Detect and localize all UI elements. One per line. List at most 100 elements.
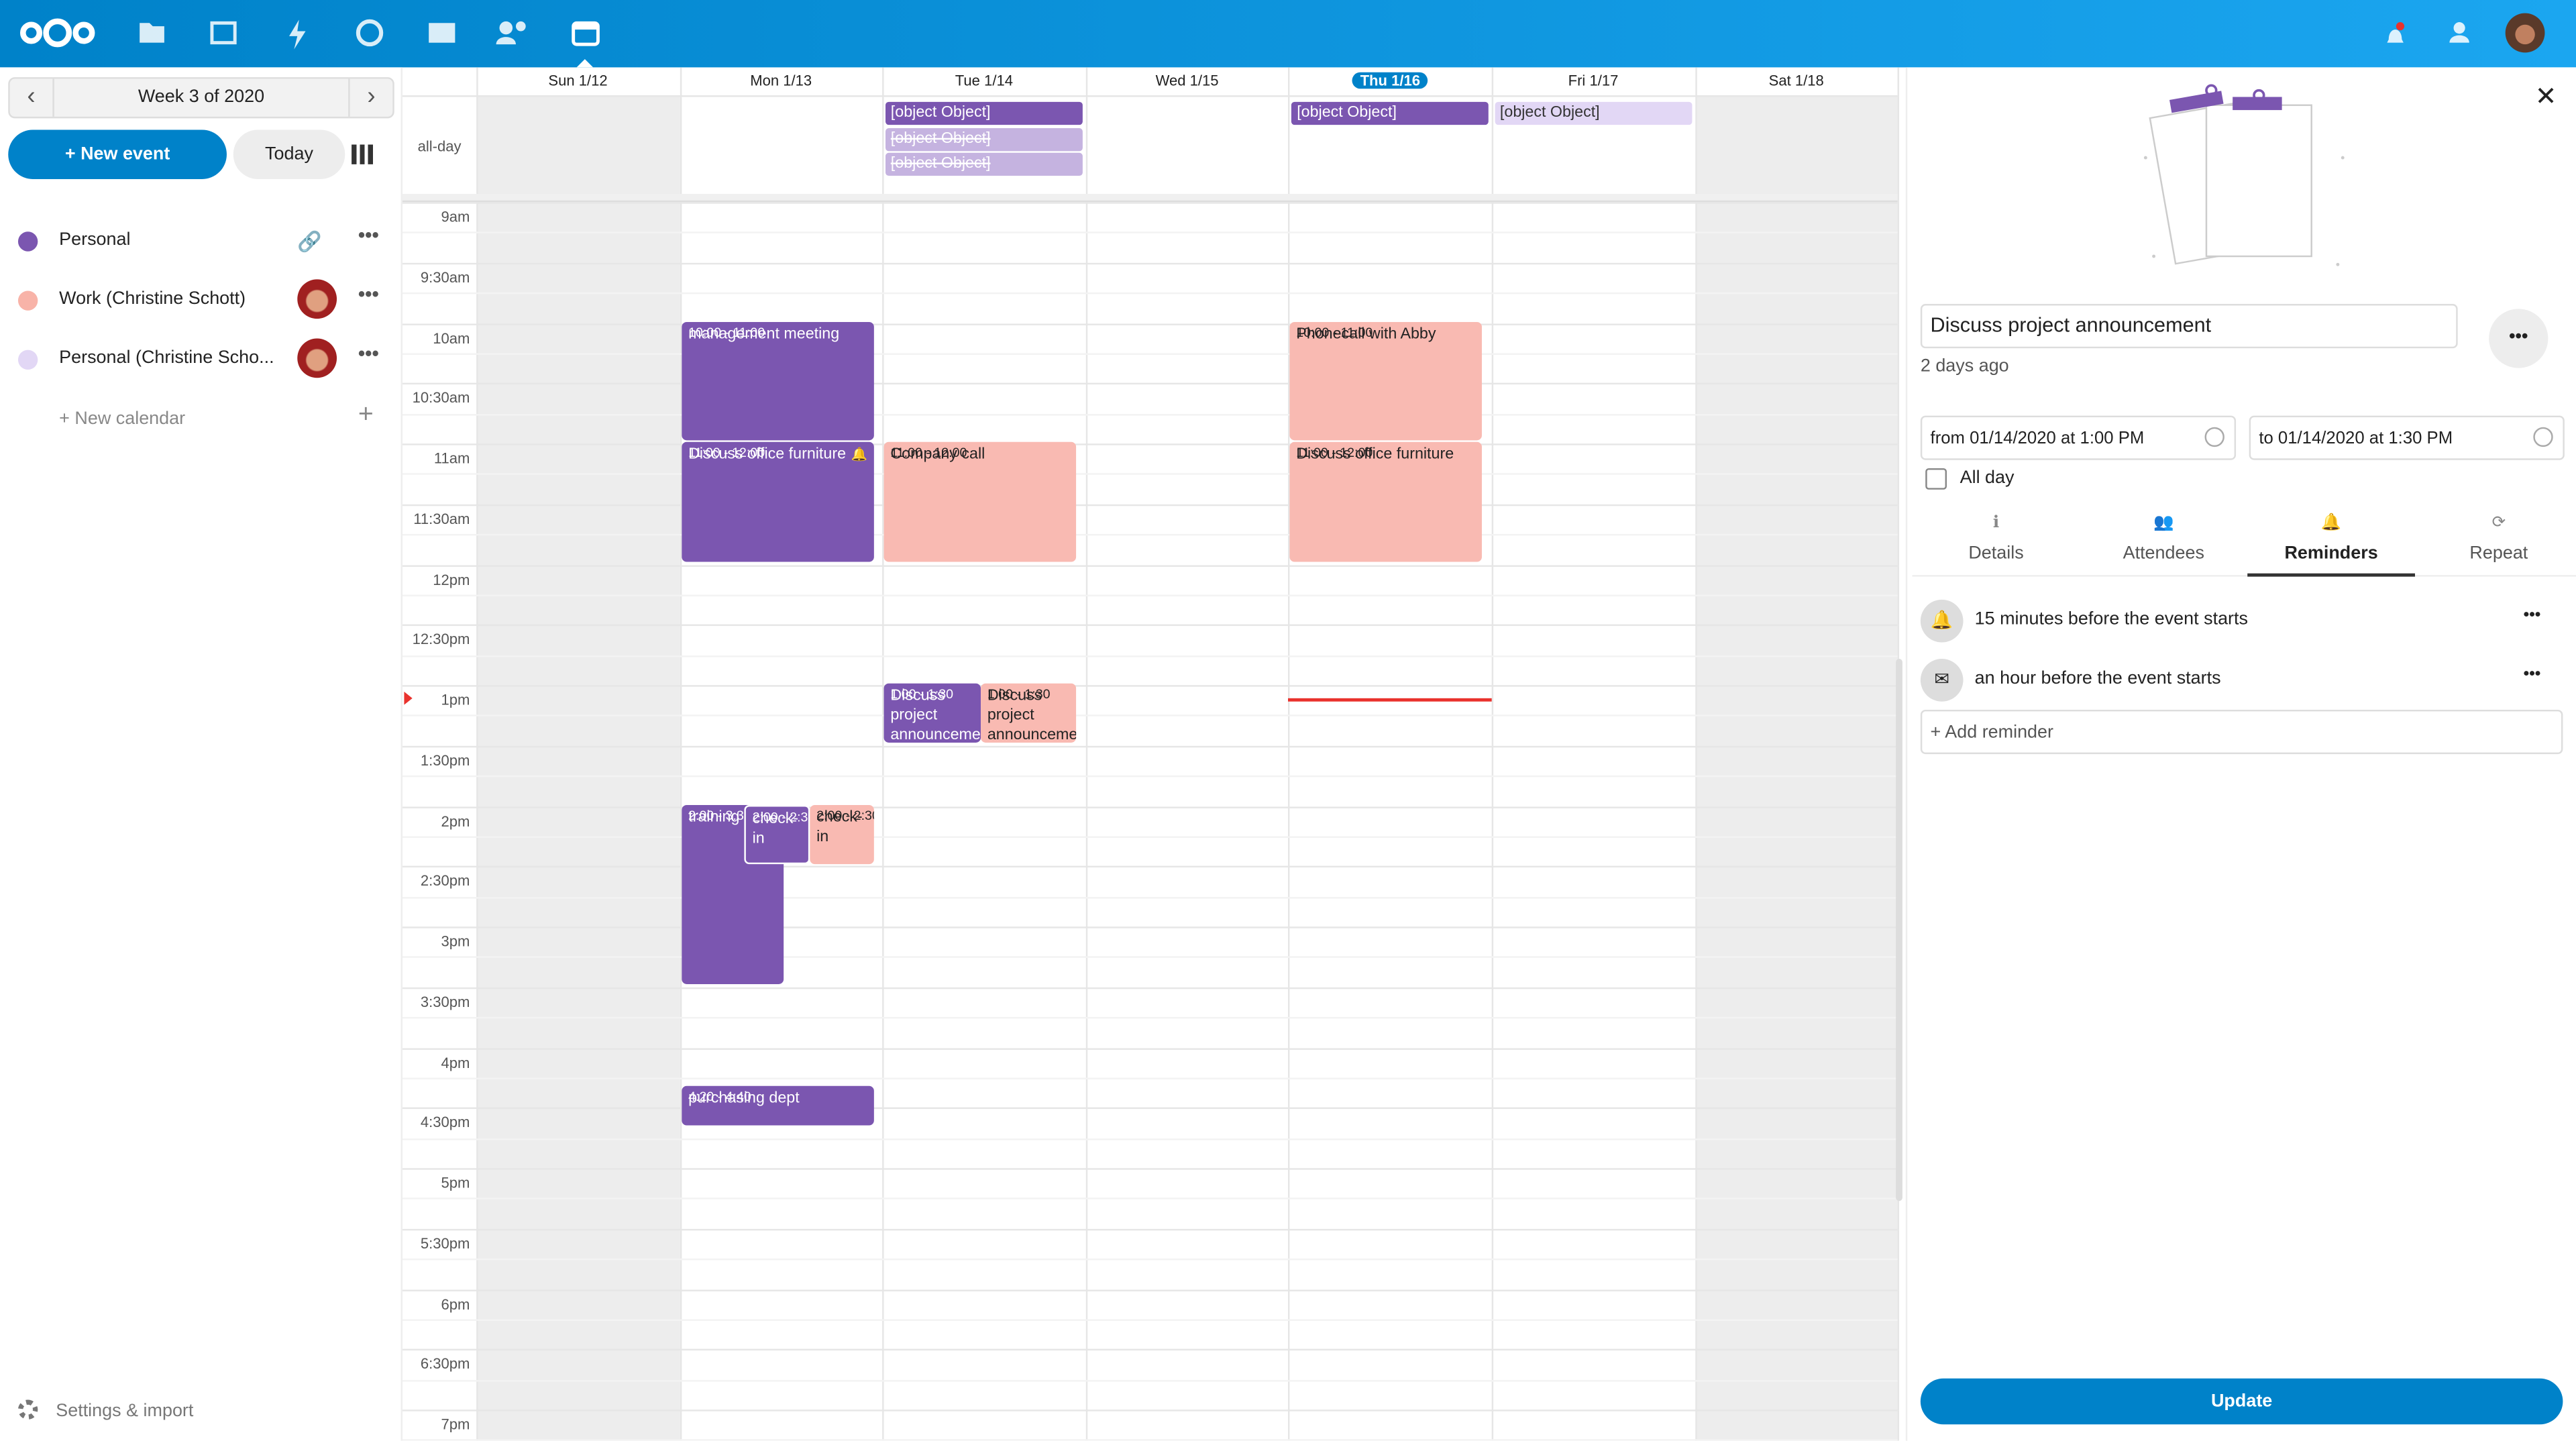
tab-label: Details (1968, 543, 2024, 564)
time-label: 3:30pm (420, 994, 470, 1010)
time-label: 6pm (441, 1295, 470, 1312)
all-day-event[interactable]: [object Object] (1291, 101, 1489, 125)
event[interactable]: 2:00 - 2:30 check-in (744, 805, 810, 865)
calendar-actions[interactable]: ••• (358, 223, 379, 247)
reminder-icon: ✉ (1920, 659, 1964, 702)
event-title: training (688, 808, 740, 826)
all-day-separator (402, 193, 1898, 203)
time-label: 9am (441, 209, 470, 225)
column-line (679, 67, 682, 1441)
column-line (476, 67, 478, 1441)
event[interactable]: 11:00 - 12:00 Discuss office furniture (1289, 441, 1482, 562)
calendar-name[interactable]: Work (Christine Schott) (59, 289, 246, 309)
grid-line (402, 383, 1898, 385)
view-toggle[interactable] (352, 144, 375, 164)
reminder-icon: 🔔 (1920, 599, 1964, 643)
calendar-dot (17, 290, 38, 311)
calendar-actions[interactable]: ••• (358, 282, 379, 306)
event[interactable]: 11:00 - 12:00 Company call (883, 441, 1077, 562)
today-button[interactable]: Today (233, 129, 345, 179)
event[interactable]: 2:00 - 2:30 check-in (810, 805, 874, 865)
grid-line (402, 1409, 1898, 1411)
update-button[interactable]: Update (1920, 1378, 2563, 1425)
grid-line (402, 413, 1898, 415)
time-label: 3pm (441, 933, 470, 950)
event[interactable]: 4:20 - 4:40 purchasing dept (682, 1085, 874, 1126)
event[interactable]: 10:00 - 11:00 Phonecall with Abby (1289, 322, 1482, 441)
share-link[interactable]: 🔗 (297, 229, 322, 254)
all-day-event[interactable]: [object Object] (885, 101, 1083, 125)
event-title: purchasing dept (688, 1089, 800, 1108)
event-time: 2:00 - 2:30 (816, 808, 874, 823)
tab-label: Attendees (2123, 543, 2204, 564)
grid-line (402, 987, 1898, 989)
calendar-actions[interactable]: ••• (358, 341, 379, 365)
day-header: Thu 1/16 (1289, 70, 1492, 90)
previous-week[interactable]: ‹ (10, 78, 54, 117)
title-input[interactable]: Discuss project announcement (1920, 304, 2458, 349)
new-event-button[interactable]: + New event (8, 129, 227, 179)
week-navigator: ‹ › Week 3 of 2020 (8, 77, 394, 119)
grid-line (402, 1228, 1898, 1230)
add-calendar[interactable]: + (358, 401, 374, 429)
event-time: 11:00 - 12:00 (688, 445, 765, 460)
grid-line (402, 504, 1898, 506)
tab[interactable]: 🔔 Reminders (2247, 511, 2415, 577)
tab-label: Reminders (2284, 543, 2378, 564)
date-input[interactable]: from 01/14/2020 at 1:00 PM (1920, 415, 2237, 460)
event-title: check-in (816, 808, 863, 847)
event-time: 1:00 - 1:30 (987, 686, 1051, 702)
new-calendar[interactable]: + New calendar (59, 409, 186, 429)
reminder-actions[interactable]: ••• (2523, 665, 2541, 684)
settings-link[interactable]: Settings & import (56, 1401, 194, 1422)
now-line (1288, 698, 1492, 701)
calendar-name[interactable]: Personal (59, 229, 131, 250)
time-label: 12pm (433, 571, 470, 588)
all-day-event[interactable]: [object Object] (885, 128, 1083, 152)
grid-line (402, 202, 1898, 204)
event-time: 1:00 - 1:30 (890, 686, 954, 702)
column-line (1288, 67, 1291, 1441)
timezone-icon (2533, 427, 2553, 447)
column-line (1085, 67, 1087, 1441)
add-reminder[interactable]: + Add reminder (1920, 709, 2563, 755)
event[interactable]: 10:00 - 11:00 management meeting (682, 322, 874, 441)
grid-line (402, 1138, 1898, 1140)
event[interactable]: 11:00 - 12:00 Discuss office furniture 🔔 (682, 441, 874, 562)
grid-line (402, 1077, 1898, 1079)
more-button[interactable]: ••• (2489, 309, 2548, 368)
tab-icon: 👥 (2153, 514, 2174, 533)
event-time: 2:00 - 3:30 (688, 808, 751, 823)
grid-line (402, 443, 1898, 445)
all-day-checkbox[interactable] (1925, 468, 1947, 490)
grid-line (402, 1349, 1898, 1351)
event-time: 4:20 - 4:40 (688, 1089, 751, 1104)
calendar-dot (17, 350, 38, 370)
week-label: Week 3 of 2020 (138, 87, 265, 107)
time-label: 10am (433, 329, 470, 346)
tab-icon: ℹ (1992, 514, 2000, 533)
day-header: Fri 1/17 (1492, 70, 1695, 90)
grid-line (402, 625, 1898, 627)
grid-line (402, 564, 1898, 566)
grid-line (402, 1379, 1898, 1381)
time-label: 1:30pm (420, 752, 470, 769)
all-day-event[interactable]: [object Object] (885, 152, 1083, 176)
calendar-name[interactable]: Personal (Christine Scho... (59, 348, 274, 368)
close-button[interactable]: ✕ (2534, 83, 2557, 112)
grid-line (402, 655, 1898, 657)
next-week[interactable]: › (348, 78, 392, 117)
tab[interactable]: ℹ Details (1912, 511, 2080, 577)
tab[interactable]: ⟳ Repeat (2415, 511, 2576, 577)
all-day-event[interactable]: [object Object] (1495, 101, 1692, 125)
owner-avatar (297, 338, 337, 378)
day-label: Thu 1/16 (1352, 72, 1429, 89)
grid-line (402, 776, 1898, 778)
time-label: 5pm (441, 1175, 470, 1191)
event-time: 11:00 - 12:00 (1296, 445, 1373, 460)
date-input[interactable]: to 01/14/2020 at 1:30 PM (2249, 415, 2565, 460)
tab[interactable]: 👥 Attendees (2080, 511, 2248, 577)
reminder-actions[interactable]: ••• (2523, 606, 2541, 625)
